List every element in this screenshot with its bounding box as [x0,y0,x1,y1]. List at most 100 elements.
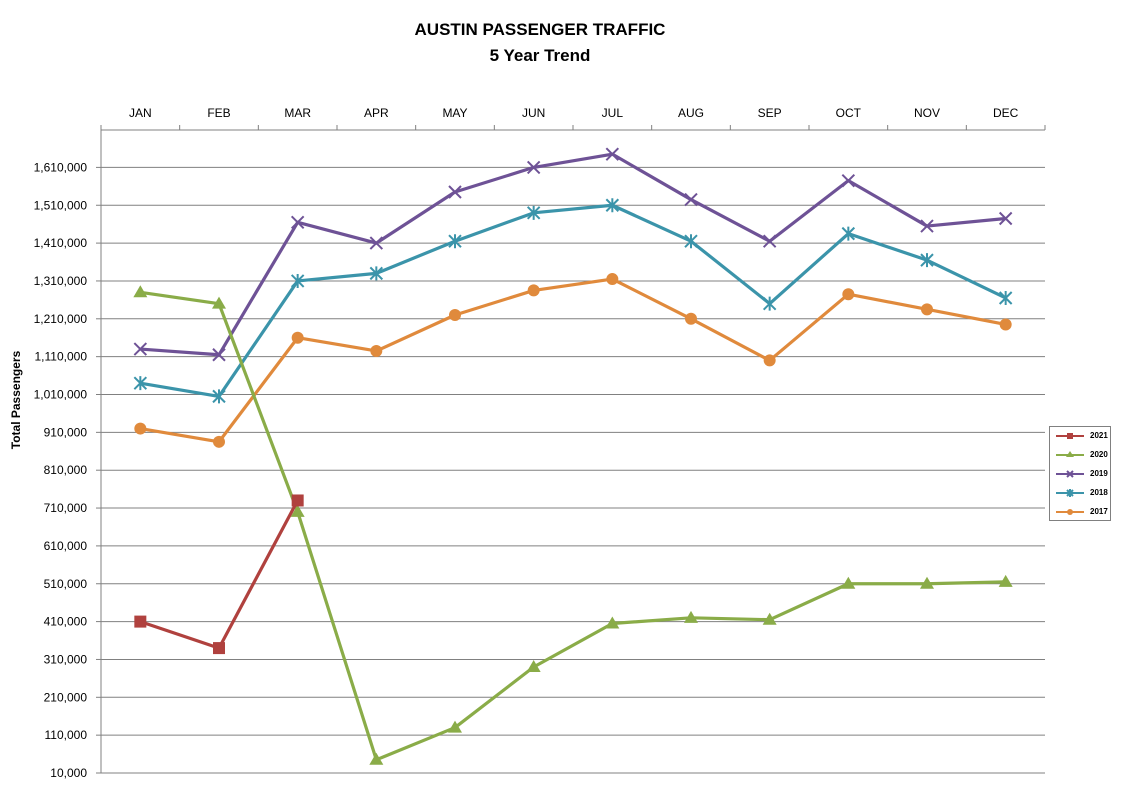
x-tick-label: JUN [522,106,545,120]
data-point [685,312,697,325]
legend-label: 2019 [1090,469,1108,478]
data-point [370,344,383,357]
data-point [684,192,698,207]
y-tick-label: 510,000 [44,577,88,591]
data-point [920,576,934,589]
data-point [369,752,384,765]
y-tick-label: 310,000 [44,652,88,666]
legend-item-2021: 2021 [1054,430,1110,442]
legend-label: 2021 [1090,431,1108,440]
series-2019 [133,147,1013,362]
data-point [449,309,461,322]
data-point [527,284,540,297]
data-point [526,660,541,673]
legend-label: 2020 [1090,450,1108,459]
data-point [369,266,384,281]
y-tick-label: 10,000 [50,766,87,780]
x-tick-label: SEP [758,106,782,120]
data-point [134,615,147,628]
legend-swatch [1056,433,1084,439]
legend-label: 2018 [1090,488,1108,497]
data-point [762,296,777,311]
data-point [448,185,462,199]
x-tick-label: AUG [678,106,704,120]
data-point [212,348,226,362]
data-point [213,642,225,655]
y-axis-title: Total Passengers [9,350,23,449]
legend-marker [1067,433,1073,439]
data-point [762,234,777,248]
data-point [841,576,856,589]
data-point [448,234,462,249]
data-point [920,253,934,268]
series-2021 [134,494,304,655]
y-tick-label: 810,000 [44,463,88,477]
x-tick-label: DEC [993,106,1019,120]
legend-item-2019: 2019 [1054,468,1110,480]
data-point [526,160,541,175]
data-point [841,173,856,188]
series-2018 [133,198,1013,404]
data-point [998,290,1013,305]
y-tick-label: 1,110,000 [35,350,88,364]
legend-swatch [1056,470,1084,478]
x-tick-label: JUL [602,106,624,120]
data-point [134,422,147,435]
y-tick-label: 1,610,000 [34,160,88,174]
data-point [606,273,619,286]
chart-title: AUSTIN PASSENGER TRAFFIC [414,20,666,39]
data-point [998,574,1013,587]
series-line [140,290,1006,762]
x-tick-label: MAR [284,106,311,120]
legend-swatch [1056,489,1084,497]
y-tick-label: 910,000 [44,425,88,439]
legend: 2021 2020 2019 2018 2017 [1049,426,1111,521]
series-line [140,203,1007,398]
y-tick-label: 210,000 [44,690,88,704]
data-point [133,285,148,298]
data-point [920,219,934,233]
data-point [763,354,776,367]
series-line [140,277,1006,444]
data-point [762,612,777,625]
series-line [139,499,300,650]
legend-marker [1066,489,1074,497]
series-2017 [134,273,1012,448]
y-tick-label: 1,210,000 [34,312,88,326]
y-tick-label: 610,000 [44,539,88,553]
y-tick-label: 1,010,000 [34,388,88,402]
series-line [140,152,1006,357]
legend-swatch [1056,509,1084,515]
legend-item-2020: 2020 [1054,449,1110,461]
data-point [605,147,620,161]
y-tick-label: 1,310,000 [34,274,88,288]
data-point [526,205,541,220]
data-point [212,389,226,404]
x-tick-label: NOV [914,106,940,120]
data-point [291,331,304,344]
data-point [212,296,226,309]
legend-marker [1067,509,1073,515]
x-tick-label: MAY [442,106,467,120]
legend-marker [1066,470,1074,478]
data-point [841,226,856,241]
legend-label: 2017 [1090,507,1108,516]
data-point [684,610,698,623]
data-point [290,504,305,517]
data-point [921,303,933,316]
data-point [369,236,384,250]
y-tick-label: 710,000 [44,501,88,515]
y-tick-label: 410,000 [44,615,88,629]
x-tick-label: JAN [129,106,152,120]
data-point [290,273,305,288]
legend-item-2017: 2017 [1054,506,1110,518]
x-tick-label: APR [364,106,389,120]
chart-subtitle: 5 Year Trend [489,46,591,65]
data-point [133,342,148,356]
data-point [999,318,1012,331]
data-point [605,616,620,629]
series-2020 [133,285,1013,765]
legend-item-2018: 2018 [1054,487,1110,499]
data-point [448,720,462,733]
